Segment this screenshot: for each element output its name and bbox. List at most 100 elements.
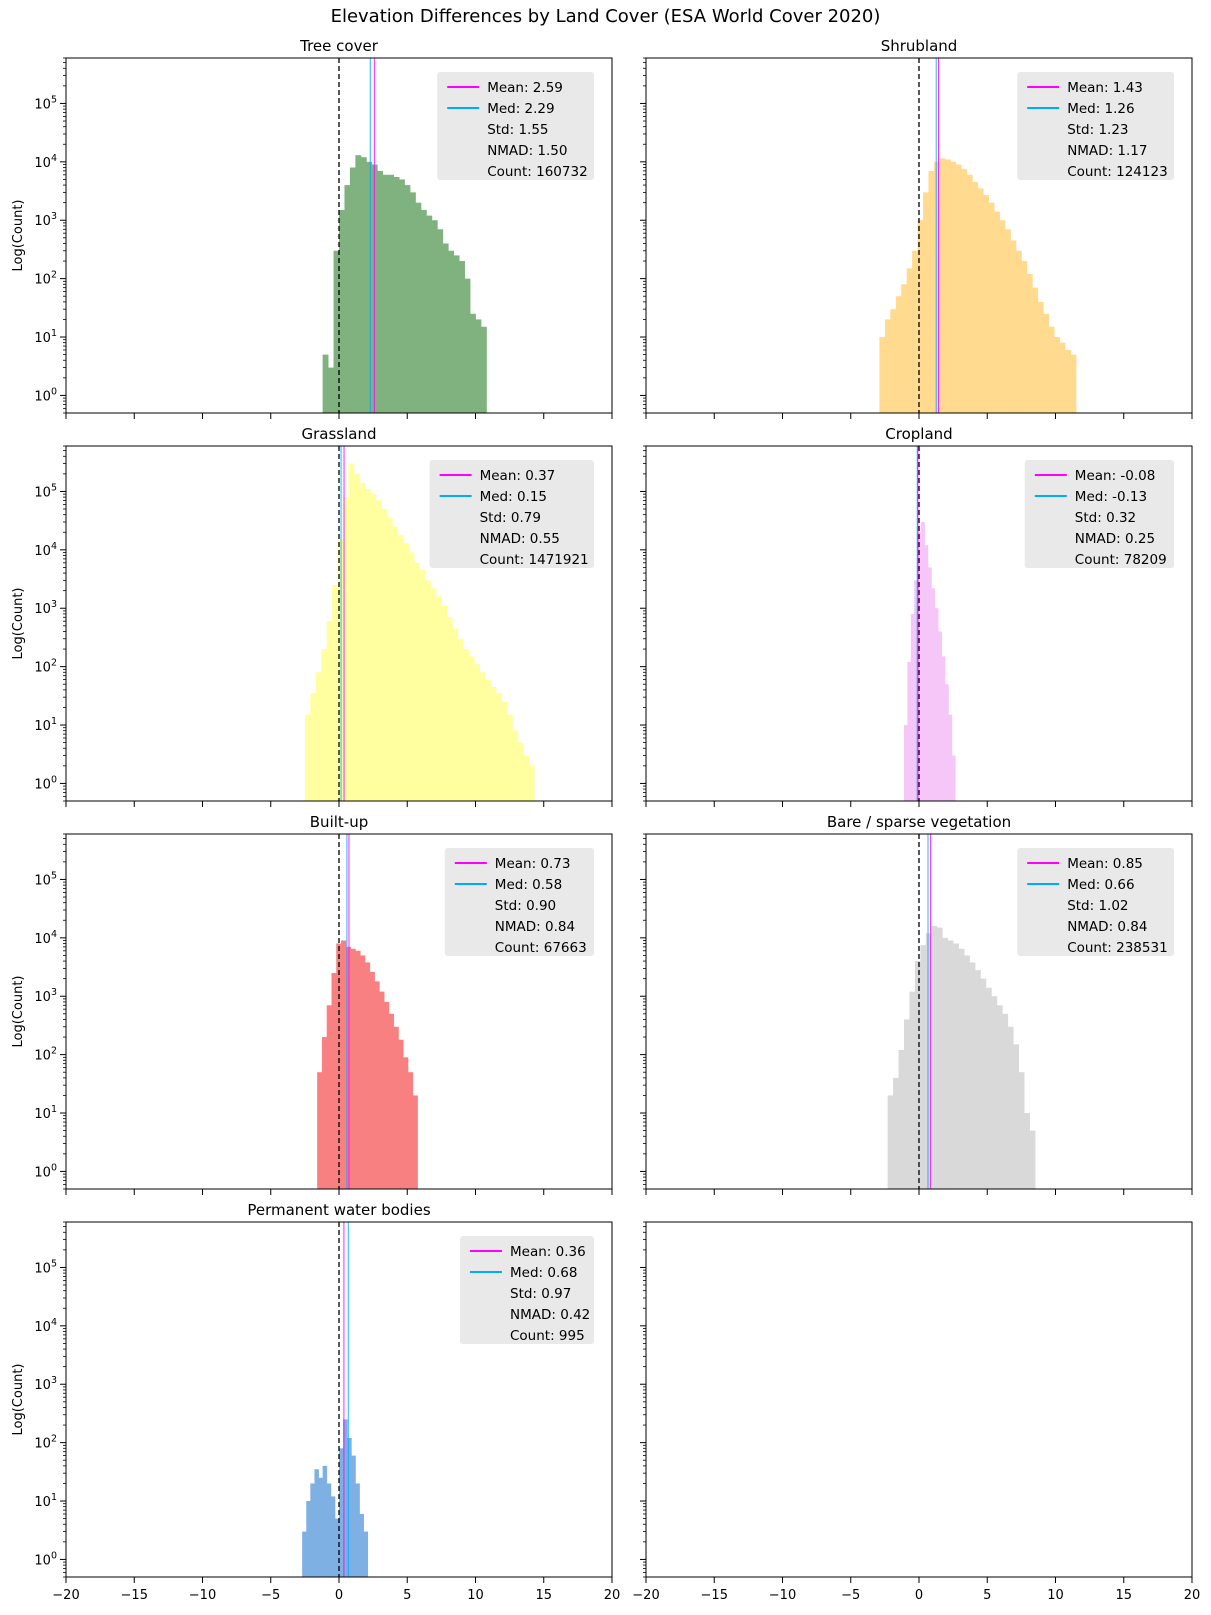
histogram-bar: [893, 1077, 899, 1189]
y-tick-label: 104: [34, 541, 57, 559]
histogram-bar: [326, 621, 333, 801]
legend-entry: NMAD: 1.17: [1067, 143, 1147, 159]
histogram-bar: [359, 482, 366, 801]
y-tick-label: 104: [34, 1317, 57, 1335]
histogram-bar: [354, 473, 360, 801]
histogram-bar: [409, 192, 416, 413]
legend-entry: Med: 2.29: [487, 101, 554, 117]
histogram-bar: [980, 978, 987, 1189]
histogram-bar: [928, 170, 935, 413]
histogram-bar: [375, 500, 382, 801]
subplot-title: Permanent water bodies: [247, 1201, 430, 1219]
histogram-bar: [939, 158, 946, 413]
legend-box: [1017, 72, 1174, 180]
histogram-bar: [1037, 301, 1044, 413]
histogram-bar: [459, 261, 465, 413]
legend-entry: Count: 124123: [1067, 164, 1167, 180]
legend-entry: Std: 0.32: [1075, 510, 1136, 526]
legend-box: [460, 1236, 594, 1344]
subplot-6: Permanent water bodies Log(Count) Mean: 0.…: [11, 1201, 620, 1603]
subplot-title: Bare / sparse vegetation: [827, 813, 1011, 831]
legend-box: [429, 460, 594, 568]
histogram-bar: [430, 588, 437, 801]
histogram-bar: [431, 220, 438, 413]
y-axis-label: Log(Count): [11, 976, 26, 1048]
histogram-bar: [326, 1005, 332, 1189]
histogram-bar: [453, 255, 460, 413]
legend-entry: Mean: 0.73: [495, 856, 571, 872]
y-tick-label: 102: [34, 270, 57, 288]
subplot-title: Tree cover: [299, 37, 379, 55]
legend-entry: NMAD: 0.42: [510, 1307, 590, 1323]
histogram-bar: [931, 925, 938, 1189]
x-tick-label: 5: [403, 1588, 411, 1603]
legend-entry: Med: 0.66: [1067, 877, 1134, 893]
histogram-bar: [448, 250, 455, 413]
x-tick-label: −15: [701, 1588, 728, 1603]
histogram-bar: [332, 584, 339, 801]
histogram-bar: [384, 1001, 390, 1189]
subplot-title: Built-up: [310, 813, 368, 831]
x-tick-label: 15: [1115, 1588, 1132, 1603]
subplot-2: Grassland Log(Count) Mean: 0.37 Med: 0.15 St…: [11, 425, 613, 807]
x-tick-label: −10: [189, 1588, 216, 1603]
histogram-bar: [364, 489, 371, 801]
histogram-bar: [991, 996, 998, 1189]
histogram-bar: [925, 933, 932, 1189]
histogram-bar: [331, 972, 337, 1189]
legend-entry: Med: 0.58: [495, 877, 562, 893]
histogram-bar: [966, 174, 973, 413]
legend-entry: Med: 0.15: [480, 489, 547, 505]
histogram-bar: [934, 161, 940, 413]
histogram-bar: [972, 182, 979, 413]
histogram-bar: [921, 521, 925, 801]
histogram-bar: [924, 545, 929, 801]
x-tick-label: −20: [52, 1588, 79, 1603]
histogram-bar: [339, 209, 345, 413]
subplot-1: Shrubland Mean: 1.43 Med: 1.26 Std: 1.23 NMA…: [640, 37, 1193, 419]
legend-entry: Mean: -0.08: [1075, 468, 1156, 484]
histogram-bar: [942, 937, 949, 1189]
histogram-bar: [475, 319, 482, 413]
histogram-bar: [350, 948, 356, 1189]
histogram-bar: [977, 188, 984, 413]
histogram-bar: [412, 1095, 418, 1189]
histogram-bar: [938, 631, 942, 801]
legend-entry: Med: -0.13: [1075, 489, 1147, 505]
y-tick-label: 104: [34, 929, 57, 947]
histogram-bar: [330, 1496, 336, 1577]
figure-title: Elevation Differences by Land Cover (ESA…: [330, 6, 881, 27]
histogram-bar: [393, 1026, 399, 1189]
histogram-bar: [490, 686, 497, 801]
histogram-bar: [495, 693, 502, 801]
histogram-bar: [419, 570, 426, 801]
histogram-bar: [523, 755, 530, 801]
histogram-bar: [415, 202, 422, 413]
histogram-bar: [397, 534, 404, 801]
legend-entry: Count: 160732: [487, 164, 587, 180]
histogram-bar: [341, 940, 347, 1189]
histogram-bar: [382, 174, 389, 413]
histogram-bar: [944, 159, 951, 413]
histogram-bar: [377, 170, 384, 413]
histogram-bar: [903, 725, 908, 801]
subplot-title: Cropland: [885, 425, 952, 443]
legend-box: [1017, 848, 1174, 956]
legend-entry: Count: 67663: [495, 940, 587, 956]
histogram-bar: [420, 209, 427, 413]
legend-entry: NMAD: 0.55: [480, 531, 560, 547]
legend-entry: Mean: 0.36: [510, 1244, 586, 1260]
histogram-bar: [898, 1050, 905, 1189]
histogram-bar: [1002, 1013, 1009, 1189]
histogram-bar: [1029, 1130, 1036, 1189]
subplot-title: Grassland: [302, 425, 377, 443]
legend-entry: NMAD: 0.84: [495, 919, 575, 935]
histogram-bar: [1065, 349, 1071, 413]
histogram-bar: [315, 672, 322, 801]
histogram-bar: [1018, 1072, 1025, 1189]
histogram-bar: [345, 946, 351, 1189]
histogram-bar: [994, 211, 1000, 413]
histogram-bar: [318, 1477, 324, 1577]
legend-entry: Std: 0.90: [495, 898, 556, 914]
